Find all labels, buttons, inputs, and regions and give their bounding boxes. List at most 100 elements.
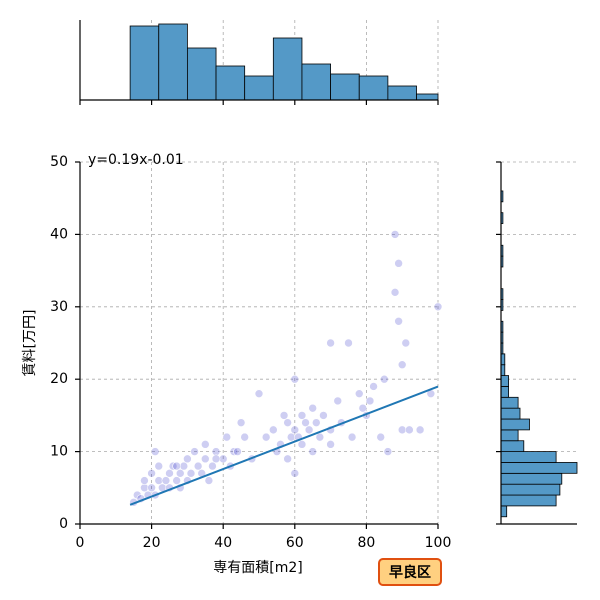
hist-bar [500,396,519,409]
hist-bar [215,65,246,101]
point [369,382,378,391]
point [304,425,314,435]
fit-label: y=0.19x-0.01 [88,152,184,168]
point [140,483,149,493]
point [319,411,328,420]
x-tick-label: 40 [214,535,232,551]
point [211,454,221,464]
point [297,440,307,449]
hist-bar [500,407,521,420]
point [254,389,264,398]
point [397,425,407,435]
point [379,374,389,384]
x-axis-label: 専有面積[m2] [213,560,302,576]
hist-bar [500,472,563,485]
point [208,461,217,471]
hist-bar [500,375,509,387]
y-axis-label: 賃料[万円] [22,310,38,377]
point [204,476,214,485]
x-tick-label: 60 [286,535,304,551]
y-tick-label: 30 [50,299,68,315]
point [229,447,239,456]
x-tick-label: 0 [76,535,85,551]
hist-bar [387,85,417,101]
hist-bar [500,440,525,452]
point [433,302,443,312]
point [132,490,142,500]
hist-bar [301,63,331,101]
point [333,396,343,406]
point [150,447,160,456]
point [290,374,300,384]
point [311,418,321,427]
point [165,469,174,478]
point [161,476,171,485]
hist-bar [500,429,519,442]
point [279,411,289,420]
hist-bar [416,93,439,101]
point [376,432,386,442]
point [383,447,393,456]
y-tick-label: 0 [59,516,68,532]
point [283,418,292,427]
point [415,425,425,435]
point [290,425,300,435]
point [397,360,407,370]
y-tick-label: 40 [50,226,68,242]
x-tick-label: 80 [357,535,375,551]
hist-bar [129,25,160,101]
point [394,316,403,326]
point [193,461,203,471]
point [154,461,164,471]
hist-bar [272,37,303,101]
point [390,288,400,297]
point [315,432,325,442]
point [401,338,411,348]
hist-bar [330,73,360,101]
point [394,259,403,268]
hist-bar [158,23,188,101]
badge-box [378,558,442,586]
point [286,432,296,442]
point [347,432,357,442]
hist-bar [358,75,389,101]
fit-line [129,385,439,506]
point [179,461,189,471]
point [290,469,300,478]
point [326,440,335,449]
point [186,469,196,478]
y-tick-label: 50 [50,154,68,170]
point [354,389,364,398]
point [201,454,210,464]
point [405,425,414,435]
hist-bar [500,505,508,518]
point [175,469,185,478]
point [172,476,181,485]
point [308,447,318,456]
point [222,432,232,442]
point [140,476,149,485]
point [211,447,221,456]
y-tick-label: 20 [50,371,68,387]
point [308,403,318,413]
point [390,230,400,239]
point [147,483,156,493]
x-tick-label: 20 [143,535,161,551]
point [183,454,192,464]
hist-bar [500,451,557,463]
hist-bar [500,483,561,496]
point [297,411,307,420]
x-tick-label: 100 [425,535,452,551]
hist-bar [186,47,217,101]
point [201,440,210,449]
y-tick-label: 10 [50,444,68,460]
point [240,432,249,442]
badge: 早良区 [389,564,431,581]
point [358,403,368,413]
hist-bar [500,494,557,507]
point [147,469,156,478]
hist-bar [500,418,530,431]
point [236,418,246,427]
hist-bar [500,386,509,398]
